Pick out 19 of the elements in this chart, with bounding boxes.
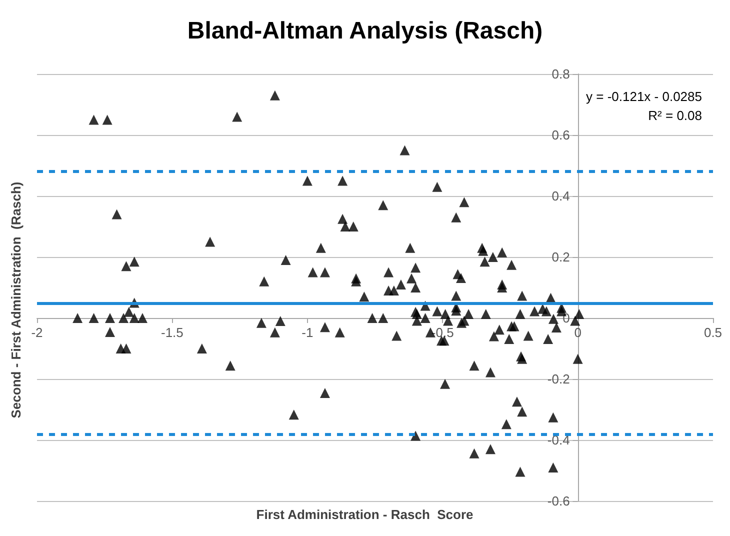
y-tick-label: -0.6 (547, 494, 570, 508)
x-tick-label: 0.5 (704, 325, 722, 340)
x-tick-label: -1.5 (160, 325, 184, 340)
annotation: y = -0.121x - 0.0285 (586, 89, 702, 104)
y-tick-label: 0.2 (552, 250, 570, 264)
y-tick-label: 0.6 (552, 128, 570, 142)
x-tick-label: -0.5 (431, 325, 454, 340)
chart-title: Bland-Altman Analysis (Rasch) (187, 18, 543, 44)
y-tick-label: 0 (562, 310, 570, 326)
x-tick-label: 0 (574, 325, 582, 340)
x-tick-label: -1 (302, 325, 314, 340)
y-tick-label: 0.4 (552, 188, 570, 204)
x-tick-label: -2 (31, 325, 43, 340)
y-tick-label: -0.4 (547, 432, 570, 448)
x-axis-title: First Administration - Rasch Score (256, 507, 474, 522)
y-axis-title: Second - First Administration (Rasch) (8, 182, 24, 418)
y-tick-label: -0.2 (547, 372, 570, 386)
annotation: R² = 0.08 (648, 108, 702, 123)
y-tick-label: 0.8 (552, 66, 570, 82)
